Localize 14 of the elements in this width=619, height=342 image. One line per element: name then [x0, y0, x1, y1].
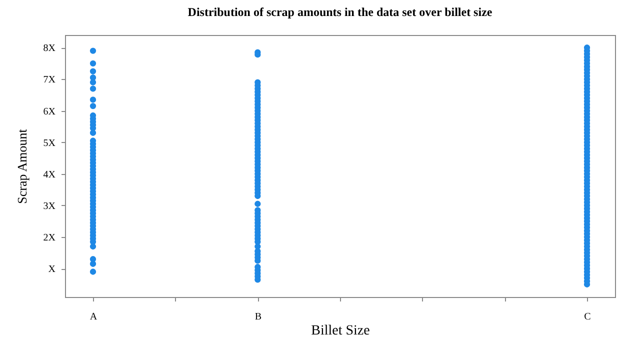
y-tick-label: 3X: [43, 200, 56, 212]
y-tick-label: 6X: [43, 106, 56, 118]
y-tick-label: X: [48, 264, 56, 276]
y-tick-label: 5X: [43, 138, 56, 149]
y-tick-label: 8X: [43, 43, 56, 54]
chart-title: Distribution of scrap amounts in the data set over billet size: [188, 5, 493, 19]
y-axis-title: Scrap Amount: [14, 128, 30, 204]
x-tick-label: B: [254, 312, 262, 322]
y-tick-label: 2X: [43, 232, 56, 244]
x-axis-title: Billet Size: [311, 324, 370, 338]
x-tick-label: C: [584, 312, 592, 322]
x-tick-label: A: [90, 312, 98, 322]
y-tick-label: 7X: [43, 74, 56, 86]
y-tick-label: 4X: [43, 169, 56, 180]
